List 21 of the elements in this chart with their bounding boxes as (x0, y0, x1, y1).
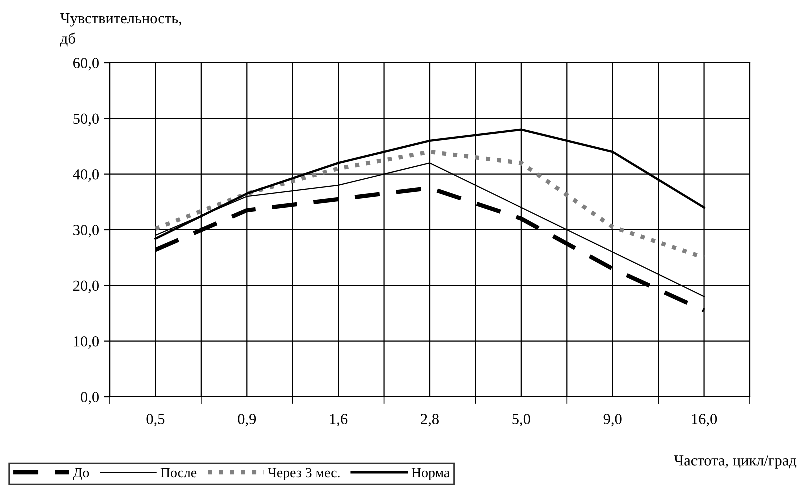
y-tick-label: 30,0 (74, 225, 99, 238)
x-axis-title: Частота, цикл/град (674, 456, 797, 469)
x-tick-label: 0,9 (238, 414, 256, 427)
legend-label: После (160, 468, 197, 478)
y-axis-title: Чувствительность, дб (60, 13, 182, 47)
y-tick-label: 60,0 (74, 58, 99, 71)
line-series (154, 150, 706, 260)
legend-label: До (73, 468, 90, 480)
x-tick-label: 5,0 (512, 414, 530, 427)
x-tick-label: 0,5 (146, 414, 165, 427)
x-tick-label: 2,8 (421, 414, 439, 427)
y-tick-label: 20,0 (74, 280, 99, 294)
legend-label: Норма (412, 468, 450, 480)
x-tick-label: 9,0 (604, 414, 622, 427)
x-tick-label: 16,0 (692, 414, 718, 427)
y-tick-label: 50,0 (74, 114, 99, 126)
x-tick-label: 1,6 (330, 414, 348, 427)
legend-label: Через 3 мес. (268, 468, 340, 480)
y-tick-label: 40,0 (73, 169, 99, 182)
y-tick-label: 10,0 (74, 336, 99, 349)
y-tick-label: 0,0 (81, 392, 99, 405)
